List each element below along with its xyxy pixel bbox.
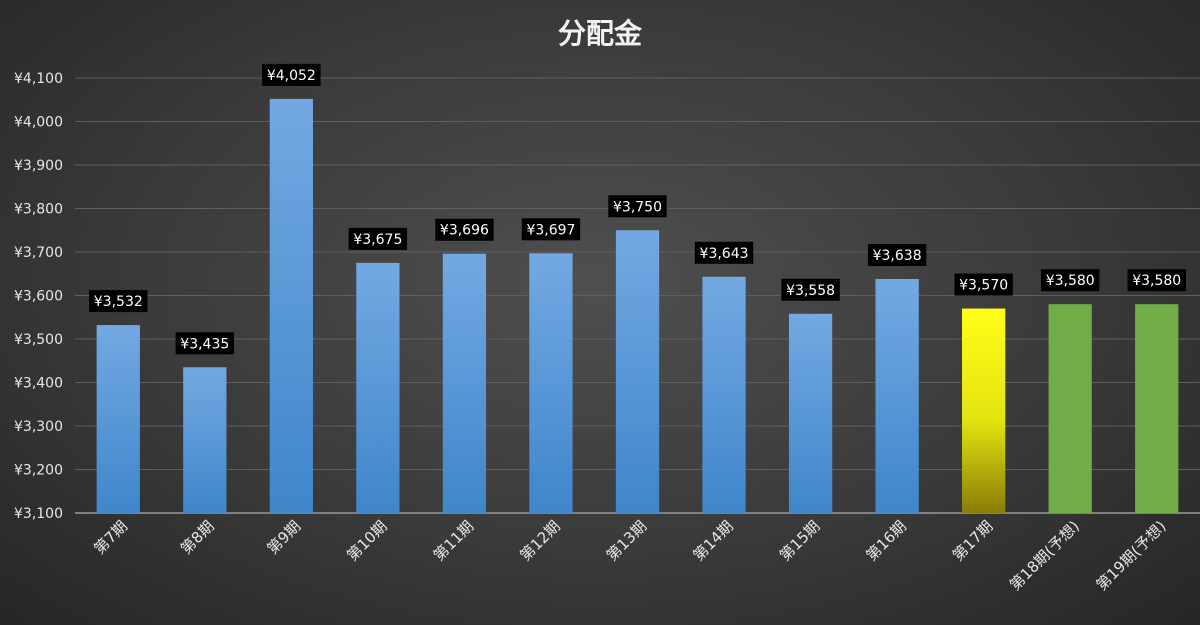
y-tick-label: ¥3,500 [14,332,63,348]
y-tick-label: ¥3,100 [14,506,63,522]
y-tick-label: ¥3,200 [14,463,63,479]
data-label-box [262,63,321,86]
data-label-box [175,332,235,355]
y-tick-label: ¥3,700 [14,245,63,261]
bar [702,276,746,513]
bar [442,253,487,514]
data-label: ¥3,675 [353,232,402,248]
data-label-box [521,218,581,241]
data-label-box [608,195,667,218]
data-label-box [348,227,408,250]
y-tick-label: ¥4,000 [14,115,63,131]
y-tick-label: ¥4,100 [14,71,63,87]
x-tick-label: 第18期(予想) [1006,517,1083,594]
data-label-box [1127,269,1186,292]
data-label-box [867,243,927,266]
x-tick-label: 第17期 [949,517,996,564]
data-label-box [435,218,494,241]
bar [962,308,1006,513]
bar [875,278,919,513]
y-tick-label: ¥3,600 [14,289,63,305]
data-label: ¥3,570 [959,278,1008,294]
x-tick-label: 第10期 [343,517,390,564]
data-label: ¥3,558 [786,283,835,299]
y-tick-label: ¥3,400 [14,376,63,392]
chart-title: 分配金 [558,17,643,50]
x-tick-label: 第15期 [776,517,823,564]
x-tick-label: 第9期 [263,517,304,558]
data-label-box [954,273,1013,296]
bars [96,98,1179,514]
bar [269,98,313,513]
bar [615,230,660,513]
bar [1048,304,1092,513]
data-label: ¥3,638 [873,248,922,264]
x-tick-label: 第13期 [603,517,650,564]
x-tick-label: 第14期 [689,517,736,564]
bar [96,325,140,513]
x-axis: 第7期 第8期 第9期 第10期 第11期 第12期 第13期 第14期 第15期 第16期 第17… [90,517,1169,594]
y-tick-label: ¥3,300 [14,419,63,435]
bar [788,313,833,513]
y-axis: ¥3,100 ¥3,200 ¥3,300 ¥3,400 ¥3,500 ¥3,600 ¥3,7… [14,71,63,522]
data-label: ¥4,052 [267,68,316,84]
bar [183,367,227,513]
data-labels: ¥3,532 ¥3,435 ¥4,052 ¥3,675 ¥3,696 ¥3,697 ¥3,7… [89,63,1186,355]
x-tick-label: 第19期(予想) [1093,517,1170,594]
data-label: ¥3,697 [526,222,575,238]
x-tick-label: 第8期 [177,517,218,558]
bar [1135,304,1179,513]
bar [529,253,573,513]
data-label: ¥3,580 [1046,273,1095,289]
x-tick-label: 第12期 [516,517,563,564]
data-label-box [89,290,148,313]
data-label: ¥3,580 [1132,273,1181,289]
data-label: ¥3,532 [94,294,143,310]
bar [356,262,400,513]
x-tick-label: 第16期 [863,517,910,564]
data-label-box [694,241,754,264]
x-tick-label: 第7期 [90,517,131,558]
x-tick-label: 第11期 [430,517,477,564]
data-label: ¥3,435 [180,336,229,352]
y-tick-label: ¥3,800 [14,202,63,218]
data-label: ¥3,643 [700,246,749,262]
data-label-box [1040,269,1100,292]
data-label: ¥3,696 [440,223,489,239]
data-label-box [781,278,840,301]
data-label: ¥3,750 [613,199,662,215]
y-tick-label: ¥3,900 [14,158,63,174]
